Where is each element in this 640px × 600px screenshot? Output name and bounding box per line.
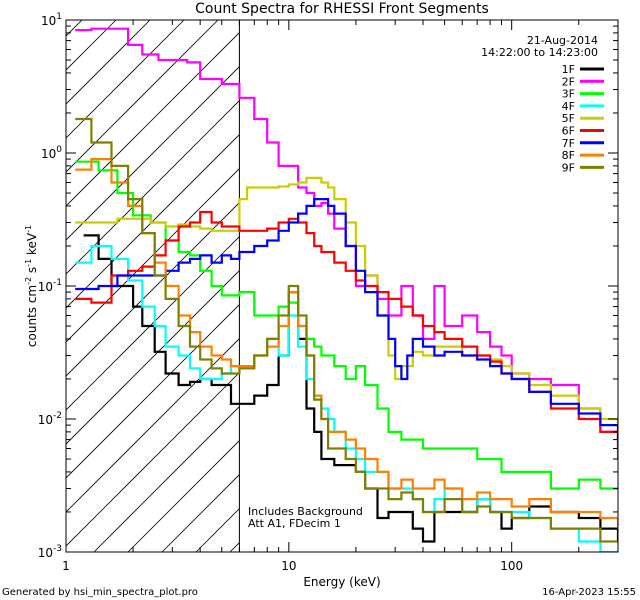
date-label: 21-Aug-2014: [527, 34, 598, 47]
legend-item-3f: 3F: [562, 88, 604, 101]
chart-title: Count Spectra for RHESSI Front Segments: [195, 1, 489, 17]
hatch-line: [298, 20, 640, 552]
y-tick-label: 100: [41, 145, 62, 161]
x-tick-label: 100: [500, 559, 523, 573]
hatch-line: [66, 372, 240, 547]
hatch-line: [66, 32, 240, 207]
series-line-9f: [75, 117, 618, 543]
hatch-line: [66, 20, 219, 173]
hatch-line: [93, 406, 240, 552]
hatch-line: [66, 20, 185, 139]
legend-item-4f: 4F: [562, 100, 604, 113]
y-axis-label: counts cm-2 s-1 keV-1: [24, 225, 39, 347]
hatch-line: [66, 338, 240, 513]
legend-label: 3F: [562, 88, 575, 101]
legend-item-7f: 7F: [562, 137, 604, 150]
legend-label: 9F: [562, 161, 575, 174]
x-tick-label: 1: [62, 559, 70, 573]
footer-timestamp: 16-Apr-2023 15:55: [542, 587, 636, 598]
hatch-line: [66, 66, 240, 241]
hatch-line: [66, 202, 240, 377]
legend-label: 2F: [562, 75, 575, 88]
legend-label: 4F: [562, 100, 575, 113]
y-axis-ticks: 10-3 10-2 10-1 100 101: [38, 12, 618, 560]
legend-label: 5F: [562, 112, 575, 125]
hatch-line: [66, 134, 240, 309]
legend-item-5f: 5F: [562, 112, 604, 125]
series-line-7f: [75, 198, 618, 440]
legend-item-9f: 9F: [562, 161, 604, 174]
annotation-background: Includes Background: [248, 505, 363, 518]
hatch-line: [66, 304, 240, 479]
hatch-line: [127, 440, 240, 552]
series-line-5f: [75, 176, 618, 432]
legend-item-1f: 1F: [562, 63, 604, 76]
annotation-attenuator: Att A1, FDecim 1: [248, 517, 341, 530]
legend-label: 8F: [562, 149, 575, 162]
y-tick-label: 10-2: [38, 411, 62, 427]
legend-label: 1F: [562, 63, 575, 76]
legend-label: 7F: [562, 137, 575, 150]
hatch-line: [66, 270, 240, 445]
footer-generator: Generated by hsi_min_spectra_plot.pro: [2, 587, 198, 598]
x-tick-label: 10: [281, 559, 296, 573]
hatch-line: [66, 100, 240, 275]
hatch-line: [0, 20, 14, 552]
hatch-line: [264, 20, 640, 552]
legend-item-8f: 8F: [562, 149, 604, 162]
legend-label: 6F: [562, 125, 575, 138]
y-tick-label: 10-1: [38, 278, 62, 294]
series-line-1f: [83, 234, 618, 543]
x-axis-ticks: 1 10 100: [62, 20, 619, 573]
y-tick-label: 101: [41, 12, 62, 28]
series-line-3f: [75, 160, 618, 490]
hatch-line: [66, 236, 240, 411]
series-lines: [75, 27, 618, 552]
legend-item-2f: 2F: [562, 75, 604, 88]
y-tick-label: 10-3: [38, 544, 62, 560]
x-axis-label: Energy (keV): [303, 575, 380, 589]
legend-item-6f: 6F: [562, 125, 604, 138]
time-range-label: 14:22:00 to 14:23:00: [481, 46, 598, 59]
series-line-6f: [75, 210, 618, 449]
